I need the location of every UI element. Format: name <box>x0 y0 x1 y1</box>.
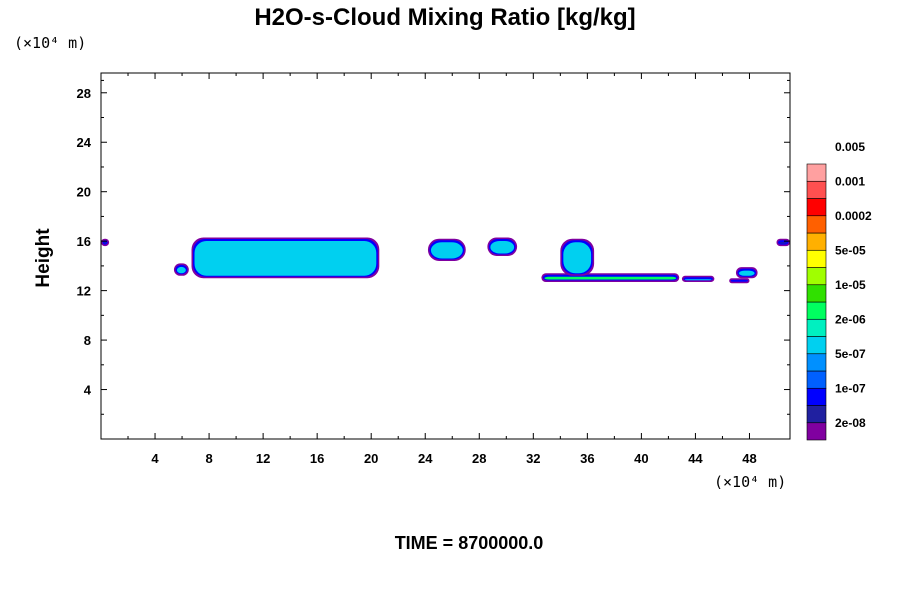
colorbar-swatch <box>806 180 827 199</box>
cloud-region <box>104 242 107 244</box>
cloud-field <box>101 237 790 284</box>
y-tick-label: 4 <box>84 383 92 398</box>
colorbar-swatch <box>806 215 827 234</box>
colorbar-label: 0.001 <box>835 174 865 188</box>
colorbar-swatch <box>806 301 827 320</box>
x-unit-label: (×10⁴ m) <box>714 473 786 491</box>
y-tick-label: 16 <box>77 234 91 249</box>
chart-title: H2O-s-Cloud Mixing Ratio [kg/kg] <box>254 4 635 31</box>
x-tick-label: 20 <box>364 451 378 466</box>
x-tick-label: 44 <box>688 451 703 466</box>
x-tick-label: 12 <box>256 451 270 466</box>
colorbar-label: 0.005 <box>835 140 865 154</box>
colorbar-label: 5e-07 <box>835 347 866 361</box>
y-tick-label: 28 <box>77 86 91 101</box>
colorbar-swatch <box>806 232 827 251</box>
x-tick-label: 36 <box>580 451 594 466</box>
x-tick-label: 4 <box>151 451 159 466</box>
x-tick-label: 32 <box>526 451 540 466</box>
y-tick-label: 24 <box>77 135 92 150</box>
cloud-region <box>563 242 592 274</box>
colorbar-label: 5e-05 <box>835 243 866 257</box>
colorbar-swatch <box>806 267 827 286</box>
colorbar-label: 1e-05 <box>835 278 866 292</box>
colorbar: 2e-08 1e-07 5e-07 2e-06 1e-05 5e-05 0.0002 0.00… <box>806 140 872 441</box>
colorbar-swatch <box>806 318 827 337</box>
cloud-region <box>544 276 677 280</box>
cloud-region <box>490 240 515 254</box>
x-tick-label: 40 <box>634 451 648 466</box>
plot-frame <box>100 72 791 440</box>
colorbar-swatch <box>806 284 827 303</box>
x-tick-label: 24 <box>418 451 433 466</box>
y-unit-label: (×10⁴ m) <box>14 34 86 52</box>
colorbar-swatch <box>806 198 827 217</box>
colorbar-label: 2e-08 <box>835 416 866 430</box>
x-tick-label: 8 <box>205 451 212 466</box>
cloud-region <box>194 240 377 276</box>
colorbar-swatch <box>806 353 827 372</box>
colorbar-swatch <box>806 336 827 355</box>
cloud-region <box>684 279 712 281</box>
colorbar-label: 1e-07 <box>835 381 866 395</box>
x-tick-label: 48 <box>742 451 756 466</box>
y-tick-label: 8 <box>84 333 91 348</box>
colorbar-swatch <box>806 405 827 424</box>
colorbar-swatch <box>806 163 827 182</box>
colorbar-swatch <box>806 370 827 389</box>
cloud-region <box>779 242 787 244</box>
time-label: TIME = 8700000.0 <box>395 533 544 553</box>
y-tick-label: 20 <box>77 185 91 200</box>
cloud-region <box>430 242 463 259</box>
colorbar-swatch <box>806 249 827 268</box>
x-tick-label: 28 <box>472 451 486 466</box>
cloud-region <box>738 270 755 276</box>
cloud-region <box>176 266 186 274</box>
cloud-region-edge <box>730 279 748 282</box>
colorbar-label: 2e-06 <box>835 312 866 326</box>
y-tick-label: 12 <box>77 284 91 299</box>
colorbar-swatch <box>806 387 827 406</box>
colorbar-label: 0.0002 <box>835 209 872 223</box>
x-tick-label: 16 <box>310 451 324 466</box>
y-axis-label: Height <box>33 228 54 288</box>
colorbar-swatch <box>806 422 827 441</box>
